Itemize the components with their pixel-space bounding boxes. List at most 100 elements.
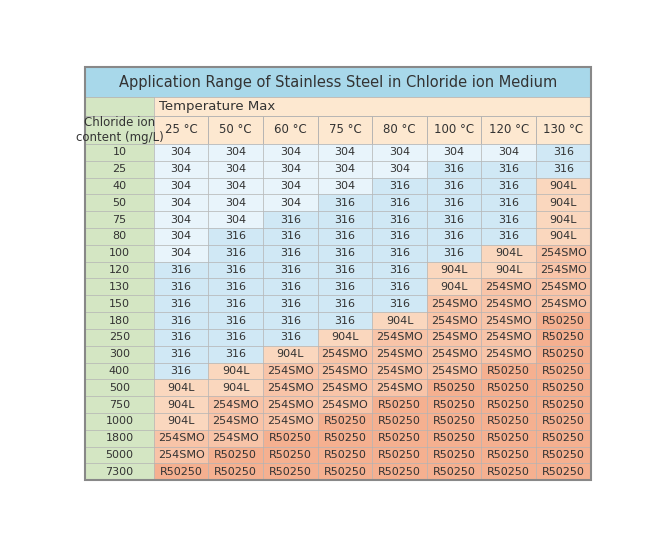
Text: 400: 400: [109, 366, 130, 376]
Text: 120 °C: 120 °C: [488, 123, 529, 136]
Text: 254SMO: 254SMO: [267, 399, 314, 410]
Bar: [263, 115, 318, 144]
Text: 316: 316: [225, 265, 246, 275]
Text: 100: 100: [109, 248, 130, 258]
Text: R50250: R50250: [378, 467, 421, 477]
Bar: [427, 363, 481, 379]
Bar: [263, 329, 318, 346]
Text: R50250: R50250: [214, 467, 257, 477]
Bar: [536, 228, 590, 245]
Text: 254SMO: 254SMO: [267, 416, 314, 427]
Text: 316: 316: [171, 265, 192, 275]
Text: 316: 316: [171, 299, 192, 309]
Text: 316: 316: [444, 215, 465, 224]
Text: Chloride ion
content (mg/L): Chloride ion content (mg/L): [76, 116, 163, 144]
Text: 7300: 7300: [105, 467, 134, 477]
Text: 904L: 904L: [167, 399, 195, 410]
Text: 1000: 1000: [105, 416, 133, 427]
Text: 254SMO: 254SMO: [431, 332, 478, 343]
Text: 316: 316: [334, 265, 355, 275]
Text: R50250: R50250: [542, 450, 585, 460]
Text: 316: 316: [225, 282, 246, 292]
Bar: [372, 413, 427, 430]
Text: 316: 316: [225, 349, 246, 359]
Bar: [263, 396, 318, 413]
Bar: [372, 346, 427, 363]
Text: R50250: R50250: [433, 416, 476, 427]
Bar: [536, 144, 590, 161]
Text: 304: 304: [444, 147, 465, 157]
Bar: [208, 262, 263, 279]
Bar: [318, 329, 372, 346]
Text: R50250: R50250: [269, 450, 312, 460]
Text: 300: 300: [109, 349, 130, 359]
Text: 316: 316: [171, 366, 192, 376]
Bar: [481, 211, 536, 228]
Bar: [208, 346, 263, 363]
Text: 750: 750: [109, 399, 130, 410]
Text: 316: 316: [444, 231, 465, 241]
Bar: [208, 379, 263, 396]
Bar: [263, 463, 318, 480]
Text: 254SMO: 254SMO: [431, 349, 478, 359]
Bar: [263, 195, 318, 211]
Text: 50: 50: [113, 198, 127, 208]
Text: 60 °C: 60 °C: [274, 123, 306, 136]
Text: 316: 316: [225, 231, 246, 241]
Bar: [536, 329, 590, 346]
Bar: [263, 312, 318, 329]
Bar: [536, 346, 590, 363]
Text: 304: 304: [280, 164, 301, 174]
Text: 304: 304: [334, 181, 355, 191]
Text: 304: 304: [334, 164, 355, 174]
Bar: [481, 195, 536, 211]
Bar: [318, 161, 372, 178]
Text: 150: 150: [109, 299, 130, 309]
Bar: [154, 379, 208, 396]
Bar: [481, 312, 536, 329]
Bar: [536, 245, 590, 262]
Text: 904L: 904L: [440, 282, 468, 292]
Bar: [208, 161, 263, 178]
Text: 254SMO: 254SMO: [322, 366, 368, 376]
Bar: [85, 211, 154, 228]
Bar: [154, 312, 208, 329]
Bar: [263, 279, 318, 295]
Bar: [536, 447, 590, 463]
Bar: [536, 211, 590, 228]
Bar: [481, 228, 536, 245]
Text: 316: 316: [553, 147, 574, 157]
Text: 304: 304: [171, 248, 192, 258]
Text: R50250: R50250: [433, 383, 476, 393]
Text: 316: 316: [498, 164, 519, 174]
Bar: [536, 396, 590, 413]
Bar: [154, 161, 208, 178]
Bar: [154, 262, 208, 279]
Bar: [372, 312, 427, 329]
Text: 904L: 904L: [386, 315, 413, 326]
Text: 316: 316: [389, 215, 410, 224]
Bar: [427, 396, 481, 413]
Text: 304: 304: [171, 198, 192, 208]
Bar: [536, 195, 590, 211]
Text: R50250: R50250: [542, 416, 585, 427]
Text: 316: 316: [444, 181, 465, 191]
Bar: [481, 447, 536, 463]
Text: R50250: R50250: [378, 433, 421, 443]
Text: 130: 130: [109, 282, 130, 292]
Bar: [372, 115, 427, 144]
Text: 316: 316: [389, 282, 410, 292]
Text: 50 °C: 50 °C: [219, 123, 252, 136]
Bar: [208, 363, 263, 379]
Text: R50250: R50250: [433, 450, 476, 460]
Bar: [85, 67, 590, 97]
Bar: [536, 178, 590, 195]
Bar: [427, 178, 481, 195]
Bar: [85, 312, 154, 329]
Bar: [154, 295, 208, 312]
Text: R50250: R50250: [433, 399, 476, 410]
Text: 316: 316: [553, 164, 574, 174]
Bar: [85, 379, 154, 396]
Bar: [372, 295, 427, 312]
Text: 316: 316: [444, 248, 465, 258]
